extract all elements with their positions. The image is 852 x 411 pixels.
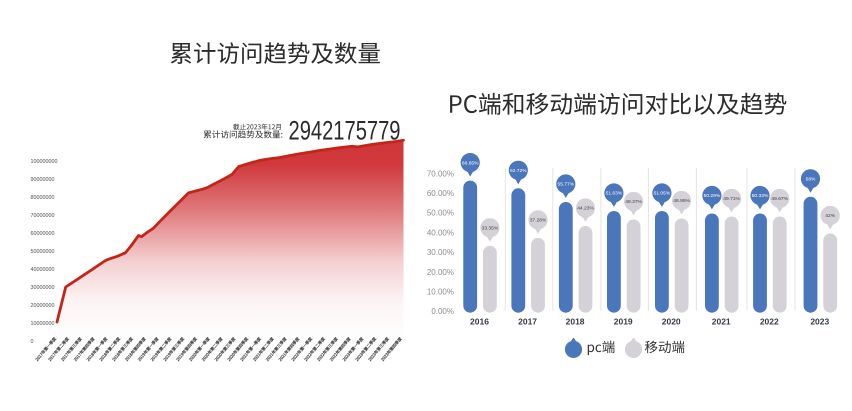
svg-text:2020: 2020	[662, 317, 681, 327]
svg-text:70000000: 70000000	[31, 213, 55, 219]
svg-text:42%: 42%	[825, 213, 835, 219]
svg-text:70.00%: 70.00%	[427, 169, 454, 178]
svg-text:40000000: 40000000	[31, 267, 55, 273]
svg-text:60.00%: 60.00%	[427, 189, 454, 198]
svg-text:10.00%: 10.00%	[427, 287, 454, 296]
svg-text:2017: 2017	[518, 317, 537, 327]
svg-text:2942175779: 2942175779	[289, 115, 401, 145]
svg-text:2022: 2022	[760, 317, 779, 327]
svg-text:100000000: 100000000	[31, 159, 58, 165]
svg-text:48.37%: 48.37%	[625, 199, 642, 205]
svg-text:50.33%: 50.33%	[752, 193, 769, 199]
svg-text:2018: 2018	[566, 317, 585, 327]
svg-text:51.05%: 51.05%	[654, 191, 671, 197]
svg-text:2021: 2021	[712, 317, 731, 327]
svg-text:33.35%: 33.35%	[482, 226, 499, 232]
svg-text:30000000: 30000000	[31, 285, 55, 291]
svg-text:66.65%: 66.65%	[462, 160, 479, 166]
svg-text:80000000: 80000000	[31, 195, 55, 201]
svg-text:62.72%: 62.72%	[510, 168, 527, 174]
svg-text:40.00%: 40.00%	[427, 228, 454, 237]
svg-text:60000000: 60000000	[31, 231, 55, 237]
svg-text:90000000: 90000000	[31, 177, 55, 183]
svg-text:37.28%: 37.28%	[530, 218, 547, 224]
svg-text:20.00%: 20.00%	[427, 268, 454, 277]
svg-text:55.77%: 55.77%	[558, 182, 575, 188]
svg-text:2016: 2016	[470, 317, 489, 327]
svg-text:50.00%: 50.00%	[427, 209, 454, 218]
svg-text:30.00%: 30.00%	[427, 248, 454, 257]
svg-text:48.95%: 48.95%	[673, 198, 690, 204]
svg-text:10000000: 10000000	[31, 321, 55, 327]
svg-text:49.71%: 49.71%	[723, 196, 740, 202]
svg-text:44.23%: 44.23%	[577, 206, 594, 212]
svg-text:51.63%: 51.63%	[606, 191, 623, 197]
svg-text:49.67%: 49.67%	[771, 196, 788, 202]
svg-text:0.00%: 0.00%	[431, 307, 454, 316]
svg-text:2019: 2019	[614, 317, 633, 327]
svg-text:0: 0	[31, 339, 34, 345]
svg-text:58%: 58%	[806, 177, 816, 183]
svg-text:2023: 2023	[810, 317, 829, 327]
svg-text:50000000: 50000000	[31, 249, 55, 255]
svg-text:50.29%: 50.29%	[704, 193, 721, 199]
svg-text:20000000: 20000000	[31, 303, 55, 309]
